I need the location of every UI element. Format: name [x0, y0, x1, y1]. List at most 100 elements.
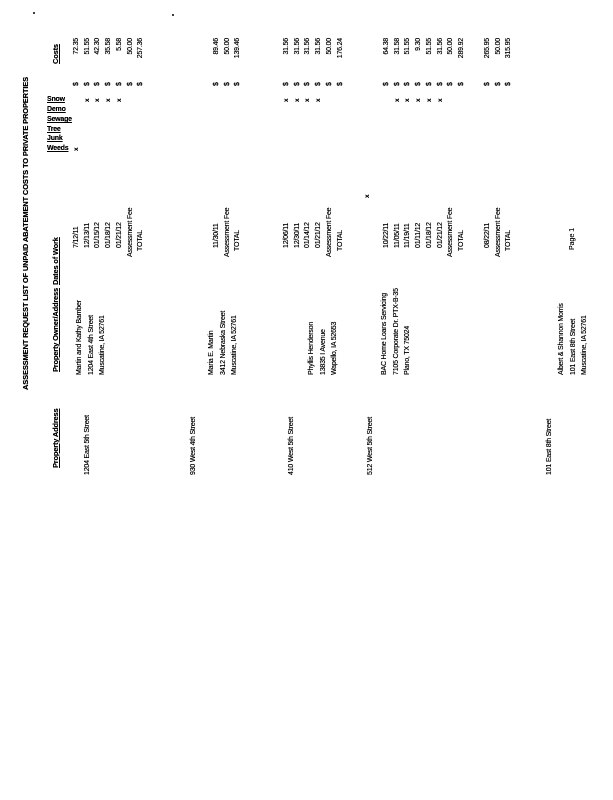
- cost-amount: 289.92: [457, 38, 465, 59]
- cost-amount: 9.30: [415, 38, 423, 51]
- currency-symbol: $: [425, 82, 433, 86]
- owner-line: BAC Home Loans Servicing: [381, 293, 388, 375]
- currency-symbol: $: [436, 82, 444, 86]
- cost-amount: 31.58: [393, 38, 401, 55]
- column-header-weeds: Weeds: [47, 145, 69, 152]
- property-address: 410 West 5th Street: [288, 417, 295, 475]
- column-header-tree: Tree: [47, 126, 61, 133]
- assessment-fee-label: Assessment Fee: [223, 207, 231, 257]
- work-date: 11/05/11: [393, 223, 401, 248]
- currency-symbol: $: [234, 82, 242, 86]
- owner-line: Maria E. Martin: [208, 330, 215, 375]
- cost-amount: 50.00: [447, 38, 455, 55]
- currency-symbol: $: [94, 82, 102, 86]
- property-address: 1204 East 5th Street: [84, 415, 91, 475]
- owner-line: Albert & Shannon Morris: [558, 303, 565, 375]
- currency-symbol: $: [83, 82, 91, 86]
- currency-symbol: $: [393, 82, 401, 86]
- currency-symbol: $: [293, 82, 301, 86]
- category-mark-snow: x: [105, 98, 113, 102]
- currency-symbol: $: [325, 82, 333, 86]
- currency-symbol: $: [505, 82, 513, 86]
- category-mark-snow: x: [304, 98, 312, 102]
- work-date: 12/06/11: [283, 222, 290, 248]
- currency-symbol: $: [315, 82, 323, 86]
- owner-line: Phyllis Henderson: [308, 321, 315, 375]
- currency-symbol: $: [336, 82, 344, 86]
- cost-amount: 72.35: [73, 38, 80, 55]
- total-label: TOTAL: [457, 230, 465, 251]
- work-date: 01/14/12: [304, 222, 312, 248]
- cost-amount: 51.55: [404, 38, 412, 55]
- assessment-fee-label: Assessment Fee: [126, 207, 134, 257]
- cost-amount: 31.56: [304, 38, 312, 55]
- column-header-property-address: Property Address: [51, 408, 60, 468]
- owner-line: Plano, TX 75024: [404, 325, 411, 375]
- column-header-dates-of-work: Dates of Work: [51, 237, 60, 285]
- work-date: 01/18/12: [105, 222, 113, 248]
- work-date: 01/21/12: [436, 222, 444, 248]
- currency-symbol: $: [137, 82, 145, 86]
- cost-amount: 139.46: [234, 38, 242, 59]
- property-address: 512 West 5th Street: [367, 417, 374, 475]
- cost-amount: 89.46: [213, 38, 220, 55]
- scan-speck: [33, 12, 35, 14]
- cost-amount: 31.56: [293, 38, 301, 55]
- currency-symbol: $: [404, 82, 412, 86]
- category-mark-snow: x: [315, 98, 323, 102]
- assessment-fee-label: Assessment Fee: [325, 207, 333, 257]
- work-date: 11/30/11: [213, 223, 220, 248]
- column-header-junk: Junk: [47, 135, 63, 142]
- property-address: 930 West 4th Street: [190, 417, 197, 475]
- category-mark-snow: x: [425, 98, 433, 102]
- category-mark-snow: x: [83, 98, 91, 102]
- work-date: 12/30/11: [293, 222, 301, 248]
- category-mark-snow: x: [283, 98, 290, 102]
- cost-amount: 5.58: [115, 38, 123, 51]
- currency-symbol: $: [105, 82, 113, 86]
- owner-line: 101 East 8th Street: [569, 318, 577, 375]
- cost-amount: 31.56: [283, 38, 290, 55]
- stray-mark: x: [364, 194, 371, 198]
- currency-symbol: $: [73, 82, 80, 86]
- cost-amount: 31.56: [315, 38, 323, 55]
- category-mark-snow: x: [293, 98, 301, 102]
- owner-line: 1204 East 4th Street: [87, 315, 95, 375]
- total-label: TOTAL: [505, 230, 513, 251]
- total-label: TOTAL: [137, 230, 145, 251]
- cost-amount: 265.95: [484, 38, 491, 59]
- cost-amount: 50.00: [325, 38, 333, 55]
- assessment-fee-label: Assessment Fee: [447, 207, 455, 257]
- currency-symbol: $: [457, 82, 465, 86]
- column-header-owner: Property Owner/Address: [51, 288, 60, 372]
- currency-symbol: $: [304, 82, 312, 86]
- currency-symbol: $: [223, 82, 231, 86]
- owner-line: Muscatine, IA 52761: [99, 315, 106, 375]
- category-mark-snow: x: [415, 98, 423, 102]
- currency-symbol: $: [383, 82, 390, 86]
- owner-line: Muscatine, IA 52761: [581, 315, 588, 375]
- work-date: 01/15/12: [94, 222, 102, 248]
- column-header-sewage: Sewage: [47, 116, 72, 123]
- work-date: 01/18/12: [425, 222, 433, 248]
- cost-amount: 50.00: [223, 38, 231, 55]
- cost-amount: 176.24: [336, 38, 344, 59]
- currency-symbol: $: [415, 82, 423, 86]
- cost-amount: 50.00: [126, 38, 134, 55]
- category-mark-snow: x: [94, 98, 102, 102]
- currency-symbol: $: [447, 82, 455, 86]
- cost-amount: 50.00: [494, 38, 502, 55]
- property-address: 101 East 8th Street: [546, 418, 553, 475]
- cost-amount: 315.95: [505, 38, 513, 59]
- owner-line: Muscatine, IA 52761: [231, 315, 238, 375]
- owner-line: 13835 I Avenue: [319, 329, 327, 375]
- category-mark-snow: x: [115, 98, 123, 102]
- work-date: 08/22/11: [484, 222, 491, 248]
- cost-amount: 42.30: [94, 38, 102, 55]
- cost-amount: 51.55: [425, 38, 433, 55]
- currency-symbol: $: [213, 82, 220, 86]
- cost-amount: 35.58: [105, 38, 113, 55]
- total-label: TOTAL: [234, 230, 242, 251]
